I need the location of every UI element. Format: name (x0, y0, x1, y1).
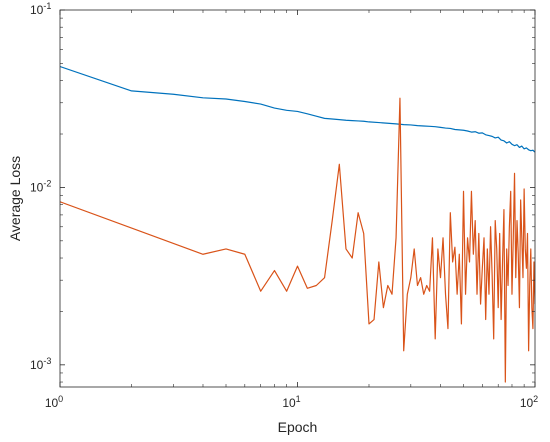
series-line-2 (60, 97, 535, 383)
y-tick-label: 10-2 (30, 178, 51, 194)
x-tick-label: 100 (45, 394, 63, 410)
x-tick-label: 101 (282, 394, 300, 410)
y-tick-label: 10-3 (30, 356, 51, 372)
y-axis-label: Average Loss (7, 156, 23, 241)
x-axis-label: Epoch (278, 419, 318, 435)
series-line-1 (60, 65, 535, 153)
x-tick-label: 102 (520, 394, 538, 410)
plot-area: 100 101 102 10-3 10-2 10-1 Epoch Average Loss (7, 1, 538, 435)
y-tick-label: 10-1 (30, 1, 51, 17)
